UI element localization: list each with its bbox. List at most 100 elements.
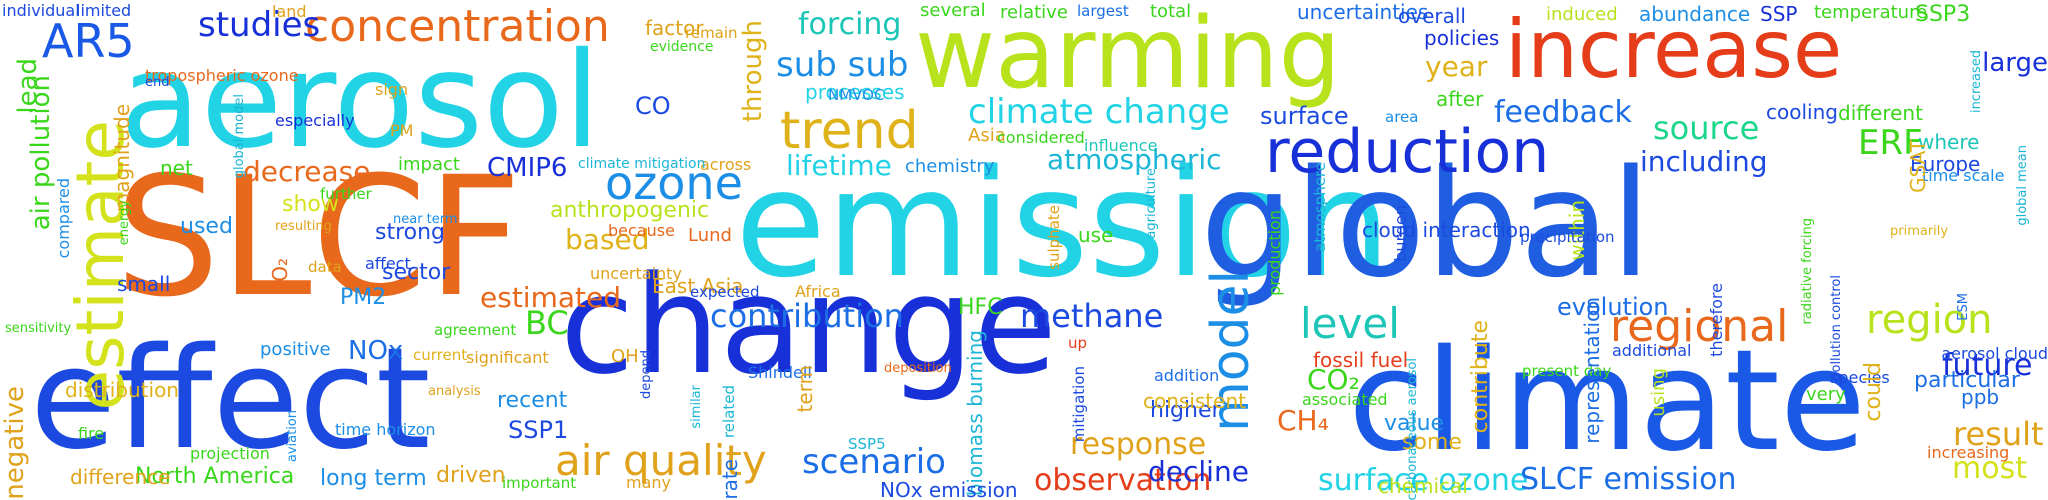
word: lead — [13, 58, 43, 114]
word: scenario — [802, 442, 946, 482]
word: Africa — [795, 282, 841, 301]
word: use — [1078, 223, 1114, 247]
word: end — [145, 75, 170, 90]
word: net — [160, 156, 193, 180]
word: GSAT — [1906, 140, 1930, 193]
word: CH₄ — [1277, 404, 1329, 437]
word: could — [1861, 362, 1886, 422]
word: particular — [1914, 368, 2020, 393]
word: uncertainties — [1297, 0, 1429, 24]
word: CO₂ — [1307, 363, 1360, 396]
word: sensitivity — [5, 321, 72, 336]
word: large — [1982, 48, 2048, 78]
word: HFC — [958, 295, 1003, 320]
word: SSP5 — [848, 435, 886, 453]
word: ERF — [1858, 123, 1923, 163]
word: projection — [190, 444, 270, 463]
word: SLCF — [115, 141, 522, 333]
word: climate change — [968, 92, 1230, 132]
word: ppb — [1961, 385, 2000, 409]
word: production — [1265, 210, 1284, 296]
word: global — [1200, 138, 1652, 310]
word: forcing — [798, 7, 902, 42]
word: cloud interaction — [1362, 218, 1531, 242]
word: further — [320, 185, 372, 203]
word: impact — [398, 154, 460, 175]
word: because — [608, 221, 675, 240]
word: different — [1838, 101, 1923, 125]
word: observation — [1034, 463, 1212, 498]
word: studies — [198, 5, 321, 45]
word: NOx emission — [880, 478, 1018, 500]
word: CMIP6 — [487, 153, 568, 183]
word: decline — [1148, 455, 1249, 488]
word: deposition — [884, 361, 952, 376]
word: emission — [735, 138, 1392, 310]
word: associated — [1302, 390, 1388, 409]
word: result — [1953, 415, 2044, 453]
word: long term — [320, 466, 427, 491]
word: Asia — [968, 125, 1006, 146]
word: negative — [0, 386, 30, 500]
word: additional — [1612, 341, 1692, 360]
word: sub sub — [776, 45, 909, 85]
word: used — [180, 214, 233, 239]
word: driven — [436, 463, 506, 488]
word: concentration — [305, 1, 610, 52]
word: land — [272, 2, 307, 21]
word: sector — [382, 260, 451, 285]
word: ESM — [1956, 293, 1971, 321]
word: processes — [805, 80, 905, 104]
word: change — [560, 247, 1057, 404]
word: decrease — [243, 155, 371, 188]
word: term — [793, 365, 817, 413]
word: significant — [466, 348, 549, 367]
word: agriculture — [1144, 168, 1159, 239]
word: compared — [54, 178, 73, 259]
word: most — [1952, 451, 2027, 486]
word: several — [920, 0, 986, 21]
word: regional — [1610, 301, 1789, 352]
word: recent — [497, 388, 568, 413]
word: overall — [1398, 4, 1466, 28]
word: Shindell — [748, 363, 812, 382]
word: reduction — [1265, 117, 1550, 187]
word: aerosol — [120, 24, 601, 178]
word: SSP3 — [1915, 2, 1971, 27]
word: similar — [689, 385, 704, 429]
word: distribution — [65, 378, 179, 402]
word: induced — [1546, 4, 1618, 25]
word: CO — [635, 92, 671, 120]
word: including — [1640, 145, 1768, 178]
word: global mean — [2015, 145, 2030, 226]
word: increase — [1505, 3, 1843, 96]
word: total — [1150, 1, 1192, 22]
word: aviation — [285, 410, 300, 463]
word: increased — [1969, 50, 1984, 114]
word: expected — [690, 283, 760, 301]
word: effect — [30, 318, 431, 481]
word: up — [1068, 334, 1088, 352]
word: abundance — [1639, 2, 1751, 26]
word: through — [738, 20, 768, 123]
word: surface ozone — [1318, 463, 1529, 498]
word: ozone — [605, 156, 743, 210]
word: near term — [393, 212, 458, 227]
word: affect — [365, 254, 411, 273]
word: sulphate — [1045, 205, 1063, 270]
word: air quality — [555, 436, 767, 485]
word: region — [1866, 297, 1993, 343]
word: using — [1648, 368, 1669, 417]
word: SO₂ — [268, 258, 292, 295]
word: therefore — [1707, 283, 1726, 357]
word: evolution — [1557, 293, 1669, 321]
word: policies — [1424, 26, 1500, 50]
word: influence — [1084, 136, 1158, 155]
word: AR5 — [42, 14, 135, 68]
word: related — [720, 385, 738, 439]
word: resulting — [275, 219, 332, 234]
word: evidence — [650, 39, 714, 55]
word: burden — [1391, 205, 1410, 262]
word: OH — [611, 346, 639, 367]
word: agreement — [434, 321, 517, 339]
